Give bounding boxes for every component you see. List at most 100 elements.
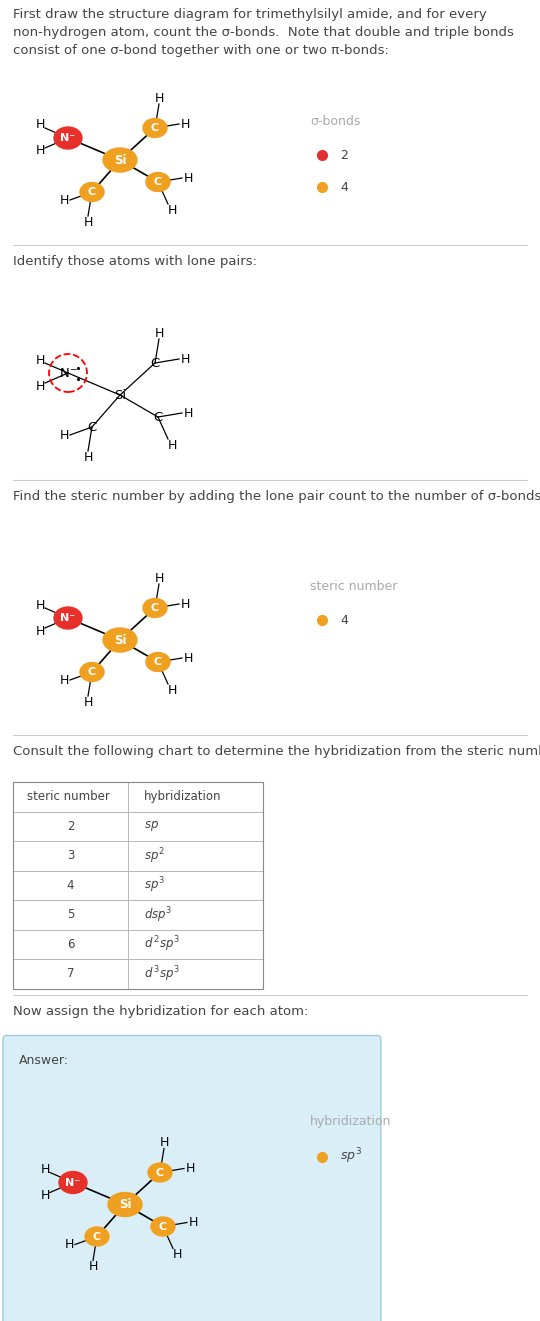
Text: $\mathit{sp}$: $\mathit{sp}$ xyxy=(144,819,159,834)
Ellipse shape xyxy=(146,653,170,671)
Text: Identify those atoms with lone pairs:: Identify those atoms with lone pairs: xyxy=(13,255,257,268)
Text: hybridization: hybridization xyxy=(310,1115,392,1128)
Text: Si: Si xyxy=(114,153,126,166)
Ellipse shape xyxy=(143,119,167,137)
Text: H: H xyxy=(159,1136,168,1149)
Text: Answer:: Answer: xyxy=(19,1054,69,1067)
Ellipse shape xyxy=(103,627,137,653)
Text: C: C xyxy=(87,420,97,433)
Text: 2: 2 xyxy=(340,148,348,161)
FancyBboxPatch shape xyxy=(13,959,128,988)
Text: $\mathit{d}^{\,3}\mathit{sp}^3$: $\mathit{d}^{\,3}\mathit{sp}^3$ xyxy=(144,964,180,984)
Text: steric number: steric number xyxy=(27,790,110,803)
Ellipse shape xyxy=(85,1227,109,1246)
Text: Consult the following chart to determine the hybridization from the steric numbe: Consult the following chart to determine… xyxy=(13,745,540,758)
Text: H: H xyxy=(180,353,190,366)
Ellipse shape xyxy=(54,127,82,149)
Text: H: H xyxy=(154,91,164,104)
FancyBboxPatch shape xyxy=(128,871,263,900)
Text: C: C xyxy=(151,602,159,613)
Text: H: H xyxy=(59,674,69,687)
Text: H: H xyxy=(59,428,69,441)
Text: H: H xyxy=(64,1238,73,1251)
Text: Si: Si xyxy=(114,388,126,402)
FancyBboxPatch shape xyxy=(13,871,128,900)
Text: H: H xyxy=(35,119,45,132)
FancyBboxPatch shape xyxy=(13,811,128,841)
Text: $\mathit{dsp}^3$: $\mathit{dsp}^3$ xyxy=(144,905,172,925)
FancyBboxPatch shape xyxy=(3,1036,381,1321)
Text: C: C xyxy=(88,188,96,197)
Text: H: H xyxy=(35,144,45,157)
FancyBboxPatch shape xyxy=(128,782,263,811)
Text: C: C xyxy=(150,357,160,370)
Text: H: H xyxy=(167,203,177,217)
Text: N⁻: N⁻ xyxy=(60,133,76,143)
Text: H: H xyxy=(83,695,93,708)
FancyBboxPatch shape xyxy=(128,900,263,930)
Text: H: H xyxy=(83,215,93,229)
Ellipse shape xyxy=(151,1217,175,1236)
Text: H: H xyxy=(40,1162,50,1176)
Text: Si: Si xyxy=(114,634,126,646)
Text: 4: 4 xyxy=(340,181,348,193)
FancyBboxPatch shape xyxy=(13,841,128,871)
Text: C: C xyxy=(151,123,159,133)
Text: C: C xyxy=(154,177,162,188)
Text: H: H xyxy=(167,439,177,452)
Text: H: H xyxy=(40,1189,50,1202)
FancyBboxPatch shape xyxy=(128,959,263,988)
Text: H: H xyxy=(167,683,177,696)
Text: $\mathit{d}^{\,2}\mathit{sp}^3$: $\mathit{d}^{\,2}\mathit{sp}^3$ xyxy=(144,934,180,954)
Ellipse shape xyxy=(148,1162,172,1182)
Text: H: H xyxy=(89,1260,98,1273)
FancyBboxPatch shape xyxy=(128,811,263,841)
Ellipse shape xyxy=(80,663,104,682)
Ellipse shape xyxy=(59,1172,87,1193)
Text: 5: 5 xyxy=(67,909,74,921)
Ellipse shape xyxy=(146,173,170,192)
Text: σ-bonds: σ-bonds xyxy=(310,115,360,128)
Text: H: H xyxy=(172,1248,181,1262)
Text: hybridization: hybridization xyxy=(144,790,222,803)
Text: C: C xyxy=(88,667,96,676)
Text: C: C xyxy=(93,1231,101,1242)
Text: N⁻: N⁻ xyxy=(60,613,76,624)
Text: N$^{-}$: N$^{-}$ xyxy=(59,366,77,379)
Text: H: H xyxy=(35,354,45,366)
FancyBboxPatch shape xyxy=(13,900,128,930)
FancyBboxPatch shape xyxy=(128,930,263,959)
Text: First draw the structure diagram for trimethylsilyl amide, and for every
non-hyd: First draw the structure diagram for tri… xyxy=(13,8,514,57)
Text: $\mathit{sp}^2$: $\mathit{sp}^2$ xyxy=(144,845,165,865)
Text: Si: Si xyxy=(119,1198,131,1211)
Text: H: H xyxy=(180,118,190,131)
Text: Find the steric number by adding the lone pair count to the number of σ-bonds:: Find the steric number by adding the lon… xyxy=(13,490,540,503)
Text: H: H xyxy=(183,651,193,664)
Text: C: C xyxy=(154,657,162,667)
Text: C: C xyxy=(156,1168,164,1177)
Text: H: H xyxy=(180,597,190,610)
Text: C: C xyxy=(159,1222,167,1231)
Text: 4: 4 xyxy=(340,613,348,626)
Text: 4: 4 xyxy=(67,878,75,892)
Text: 2: 2 xyxy=(67,820,75,832)
Text: H: H xyxy=(35,379,45,392)
Text: $\mathit{sp}^3$: $\mathit{sp}^3$ xyxy=(144,876,165,896)
Text: H: H xyxy=(183,172,193,185)
Ellipse shape xyxy=(80,182,104,202)
Text: H: H xyxy=(59,193,69,206)
Ellipse shape xyxy=(143,598,167,617)
Text: H: H xyxy=(154,572,164,584)
Text: H: H xyxy=(183,407,193,420)
FancyBboxPatch shape xyxy=(13,930,128,959)
Text: $\mathit{sp}^3$: $\mathit{sp}^3$ xyxy=(340,1147,362,1166)
Ellipse shape xyxy=(103,148,137,172)
Text: 7: 7 xyxy=(67,967,75,980)
Ellipse shape xyxy=(54,608,82,629)
Text: Now assign the hybridization for each atom:: Now assign the hybridization for each at… xyxy=(13,1004,308,1017)
Text: H: H xyxy=(83,450,93,464)
Text: C: C xyxy=(153,411,163,424)
Text: H: H xyxy=(35,625,45,638)
Text: H: H xyxy=(35,598,45,612)
FancyBboxPatch shape xyxy=(128,841,263,871)
